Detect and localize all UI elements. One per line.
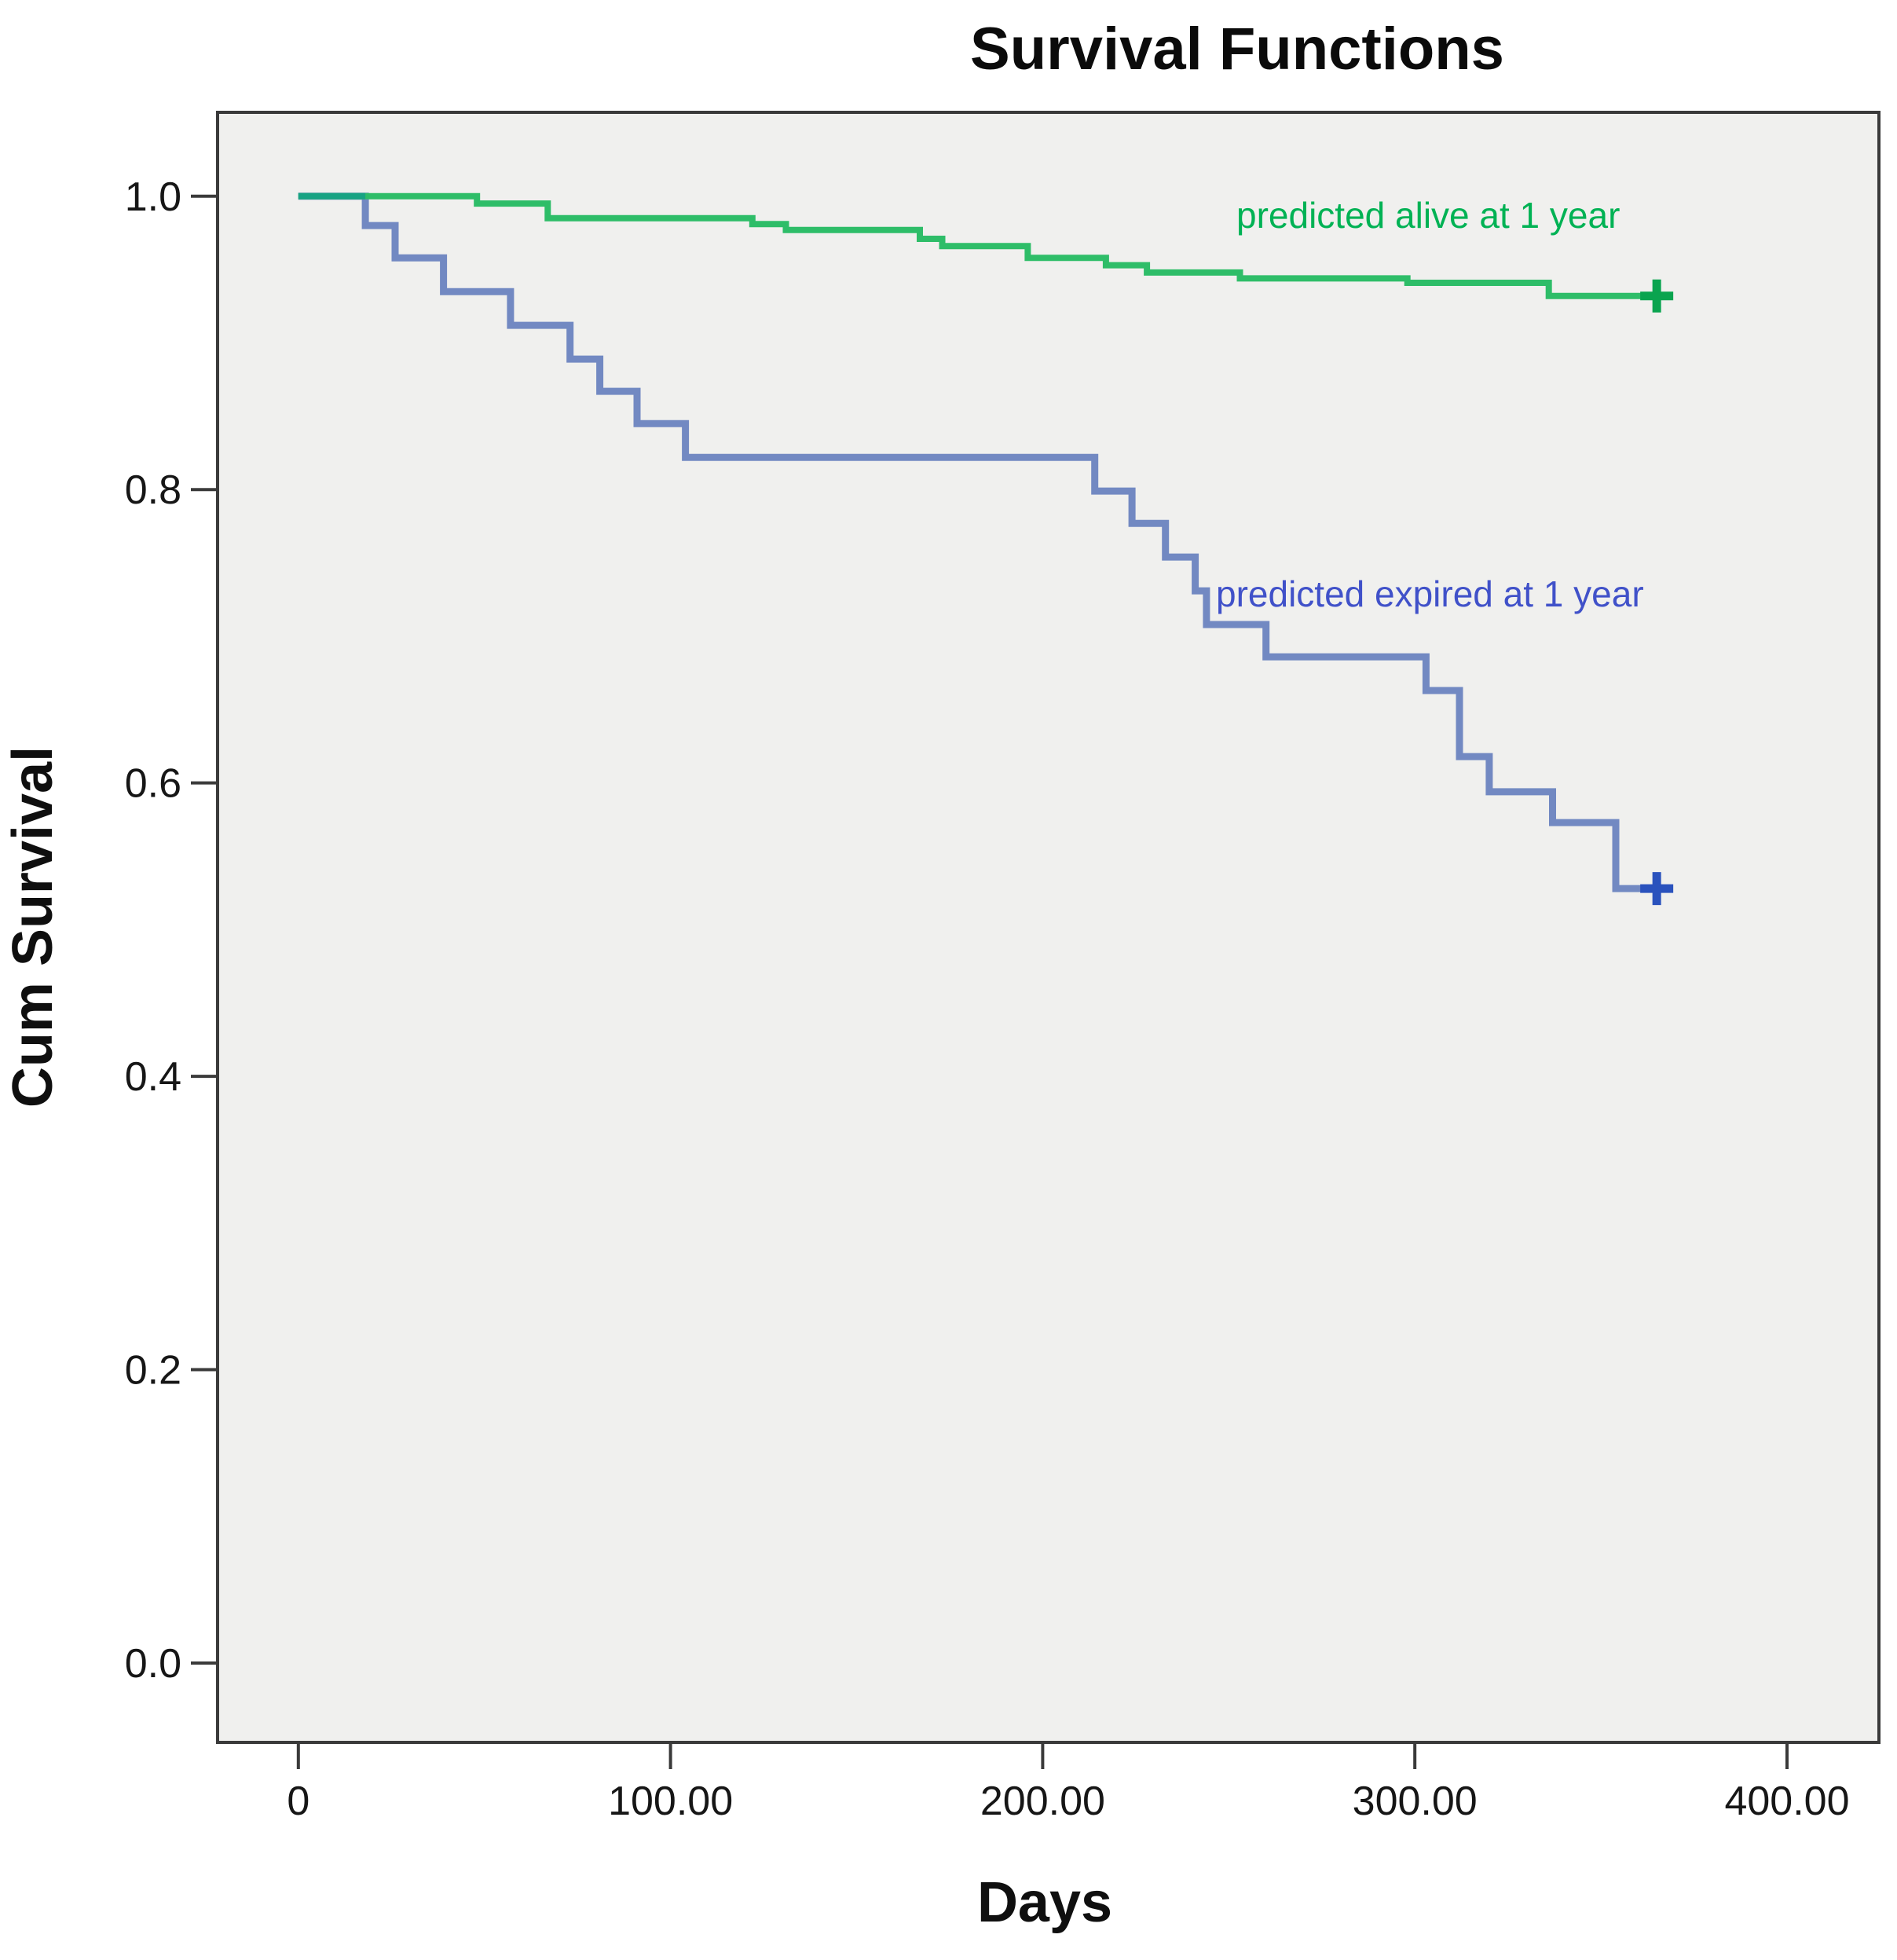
- y-tick-label: 1.0: [125, 174, 181, 220]
- series-label-alive: predicted alive at 1 year: [1236, 195, 1620, 236]
- x-tick-label: 400.00: [1724, 1779, 1849, 1824]
- x-tick-label: 0: [287, 1779, 309, 1824]
- series-line-predicted-expired: [298, 192, 1657, 892]
- y-tick-label: 0.2: [125, 1348, 181, 1394]
- y-tick-label: 0.0: [125, 1641, 181, 1687]
- plot-background: [216, 111, 1881, 1744]
- series-label-expired: predicted expired at 1 year: [1216, 573, 1644, 614]
- chart-title: Survival Functions: [970, 16, 1504, 82]
- y-tick-label: 0.6: [125, 761, 181, 807]
- y-tick-label: 0.4: [125, 1054, 181, 1100]
- x-tick-label: 100.00: [608, 1779, 733, 1824]
- x-tick-label: 300.00: [1353, 1779, 1478, 1824]
- y-axis-title: Cum Survival: [2, 746, 64, 1108]
- series-line-predicted-alive: [298, 192, 1657, 299]
- x-tick-label: 200.00: [980, 1779, 1105, 1824]
- x-axis-title: Days: [977, 1871, 1112, 1934]
- y-tick-label: 0.8: [125, 467, 181, 513]
